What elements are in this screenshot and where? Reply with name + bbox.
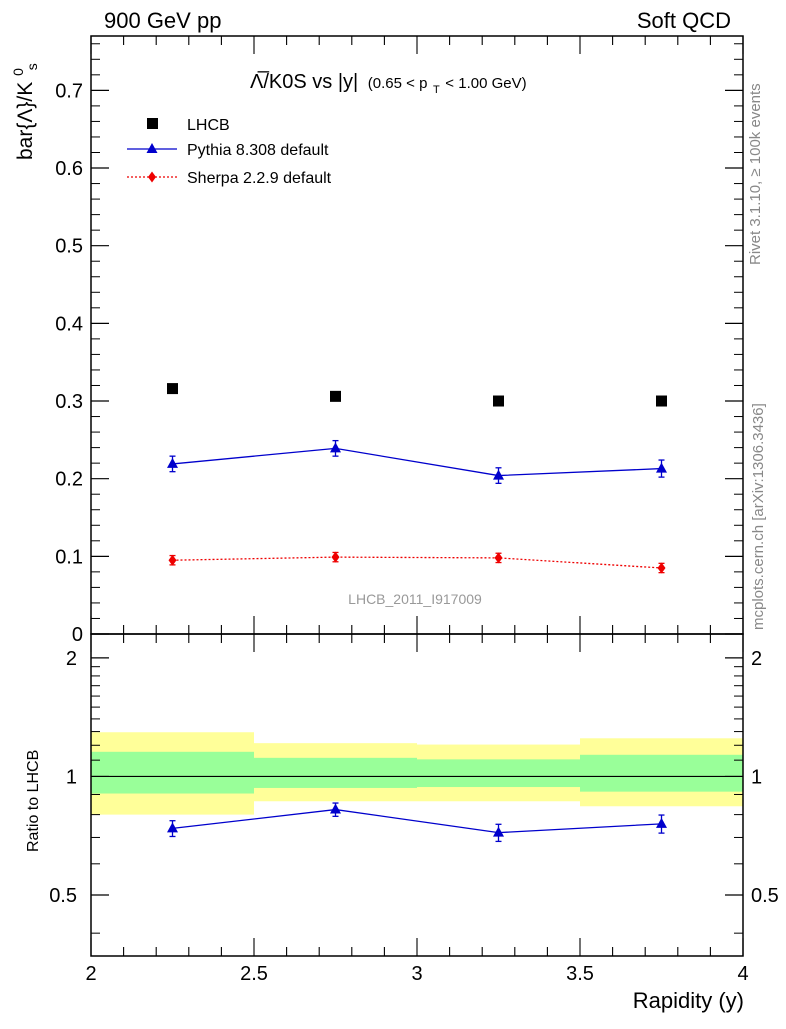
ratio-ytick-label-right: 2 [751, 648, 762, 670]
pythia-point [656, 462, 667, 473]
pythia-point [493, 469, 504, 480]
ratio-pythia-point [330, 803, 341, 814]
main-title-cut-sub: T [433, 84, 440, 96]
sherpa-line [172, 556, 662, 569]
pythia-point [330, 442, 341, 453]
main-title-cut-end: < 1.00 GeV) [445, 75, 526, 92]
main-ytick-label: 0.7 [55, 80, 83, 102]
header-right: Soft QCD [637, 8, 731, 33]
legend-label-sherpa: Sherpa 2.2.9 default [187, 170, 332, 187]
legend-marker-pythia [146, 143, 158, 153]
legend-marker-sherpa [148, 171, 156, 183]
ratio-panel: 0.5 0.5 1 1 2 2 2 2.5 3 3.5 4 Ratio to LHCB Rapidi… [25, 633, 779, 1013]
lhcb-point [330, 390, 341, 402]
watermark: LHCB_2011_I917009 [348, 591, 482, 607]
legend-item-pythia: Pythia 8.308 default [127, 142, 329, 159]
header-left: 900 GeV pp [104, 8, 221, 33]
ratio-ytick-label: 0.5 [49, 885, 77, 907]
main-ytick-label: 0.4 [55, 313, 83, 335]
main-ytick-label: 0.3 [55, 391, 83, 413]
ratio-ytick-label: 1 [66, 766, 77, 788]
main-panel: 0 0.1 0.2 0.3 0.4 0.5 0.6 0.7 Λ̅/K0S vs |y| (0.… [5, 35, 744, 646]
ratio-pythia-line [172, 808, 662, 834]
ratio-content [91, 732, 743, 843]
x-axis-label: Rapidity (y) [633, 988, 744, 1013]
rivet-label: Rivet 3.1.10, ≥ 100k events [747, 83, 764, 265]
main-ytick-label: 0.1 [55, 546, 83, 568]
legend-label-pythia: Pythia 8.308 default [187, 142, 329, 159]
main-ylabel-sub: s [24, 63, 40, 70]
main-content [167, 383, 667, 574]
main-title: Λ̅/K0S vs |y| (0.65 < p T < 1.00 GeV) [250, 70, 527, 98]
ratio-xtick-label: 4 [737, 963, 748, 985]
main-ylabel-text: bar{Λ}/K [14, 82, 37, 160]
ratio-xtick-label: 3 [411, 963, 422, 985]
sherpa-point [331, 551, 340, 563]
lhcb-point [167, 383, 178, 395]
main-ylabel-sup: 0 [10, 68, 26, 76]
ratio-xtick-label: 3.5 [566, 963, 594, 985]
ratio-ticks: 0.5 0.5 1 1 2 2 2 2.5 3 3.5 4 [49, 634, 779, 985]
ratio-band-inner [580, 754, 743, 792]
legend-item-sherpa: Sherpa 2.2.9 default [127, 170, 332, 187]
ratio-pythia-point [493, 826, 504, 837]
lhcb-point [656, 395, 667, 407]
mcplots-label: mcplots.cern.ch [arXiv:1306.3436] [750, 403, 767, 630]
pythia-line [172, 447, 662, 477]
main-title-text: Λ̅/K0S vs |y| [250, 70, 358, 93]
sherpa-point [168, 554, 177, 566]
main-ytick-label: 0.2 [55, 469, 83, 491]
legend-label-lhcb: LHCB [187, 117, 230, 134]
main-ytick-label: 0 [72, 624, 83, 646]
lhcb-point [493, 395, 504, 407]
main-ylabel: bar{Λ}/K 0 s [5, 62, 40, 160]
ratio-xtick-label: 2.5 [240, 963, 268, 985]
sherpa-point [494, 552, 503, 564]
ratio-band-inner [91, 751, 254, 794]
pythia-point [167, 457, 178, 468]
ratio-ytick-label: 2 [66, 648, 77, 670]
sherpa-point [657, 562, 666, 574]
legend-marker-lhcb [147, 118, 158, 129]
ratio-ytick-label-right: 0.5 [751, 885, 779, 907]
legend-item-lhcb: LHCB [147, 117, 230, 134]
ratio-ytick-label-right: 1 [751, 766, 762, 788]
main-ytick-label: 0.6 [55, 158, 83, 180]
main-ticks: 0 0.1 0.2 0.3 0.4 0.5 0.6 0.7 [55, 36, 744, 646]
ratio-band-inner [417, 759, 580, 788]
ratio-band-inner [254, 757, 417, 788]
main-title-cut: (0.65 < p [368, 75, 428, 92]
ratio-ylabel: Ratio to LHCB [25, 750, 42, 852]
ratio-xtick-label: 2 [85, 963, 96, 985]
main-ytick-label: 0.5 [55, 236, 83, 258]
legend: LHCB Pythia 8.308 default Sherpa 2.2.9 d… [127, 117, 332, 187]
ratio-pythia-point [167, 822, 178, 833]
ratio-pythia-point [656, 817, 667, 828]
